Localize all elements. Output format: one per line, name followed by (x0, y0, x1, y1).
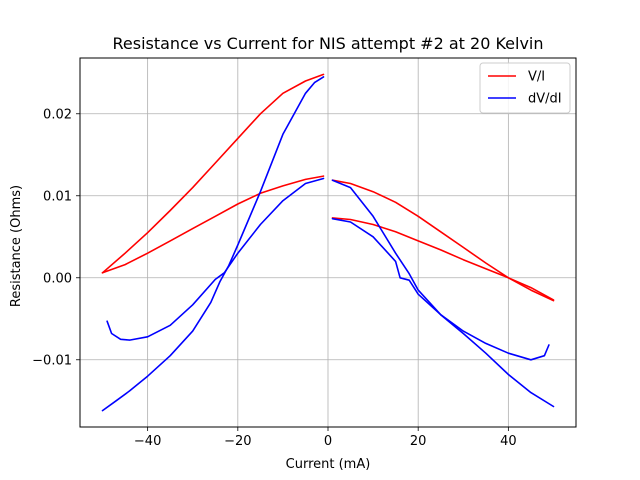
legend: V/I dV/dI (479, 62, 571, 114)
legend-label: V/I (528, 70, 545, 85)
y-tick-label: 0.02 (43, 107, 72, 122)
y-tick-label: 0.00 (43, 271, 72, 286)
legend-label: dV/dI (528, 92, 562, 107)
series-line-dv-di-0 (101, 76, 325, 412)
x-tick-label: 20 (410, 434, 427, 449)
ticks-layer: −40 −20 0 20 40 −0.01 0.00 0.01 0.02 (32, 107, 516, 449)
x-tick-label: −20 (224, 434, 251, 449)
series-layer (101, 73, 555, 412)
series-line-dv-di-1 (106, 177, 325, 341)
y-tick-label: 0.01 (43, 189, 72, 204)
x-tick-label: 0 (324, 434, 332, 449)
y-tick-label: −0.01 (32, 353, 72, 368)
series-line-dv-di-2 (331, 217, 550, 361)
chart-title: Resistance vs Current for NIS attempt #2… (112, 34, 543, 53)
series-line-dv-di-3 (331, 179, 555, 408)
series-line-v-over-i-1 (101, 175, 325, 274)
x-tick-label: −40 (134, 434, 161, 449)
series-line-v-over-i-0 (101, 73, 325, 274)
x-tick-label: 40 (500, 434, 517, 449)
y-axis-label: Resistance (Ohms) (9, 185, 24, 307)
x-axis-label: Current (mA) (286, 457, 371, 472)
series-line-v-over-i-3 (331, 217, 555, 301)
